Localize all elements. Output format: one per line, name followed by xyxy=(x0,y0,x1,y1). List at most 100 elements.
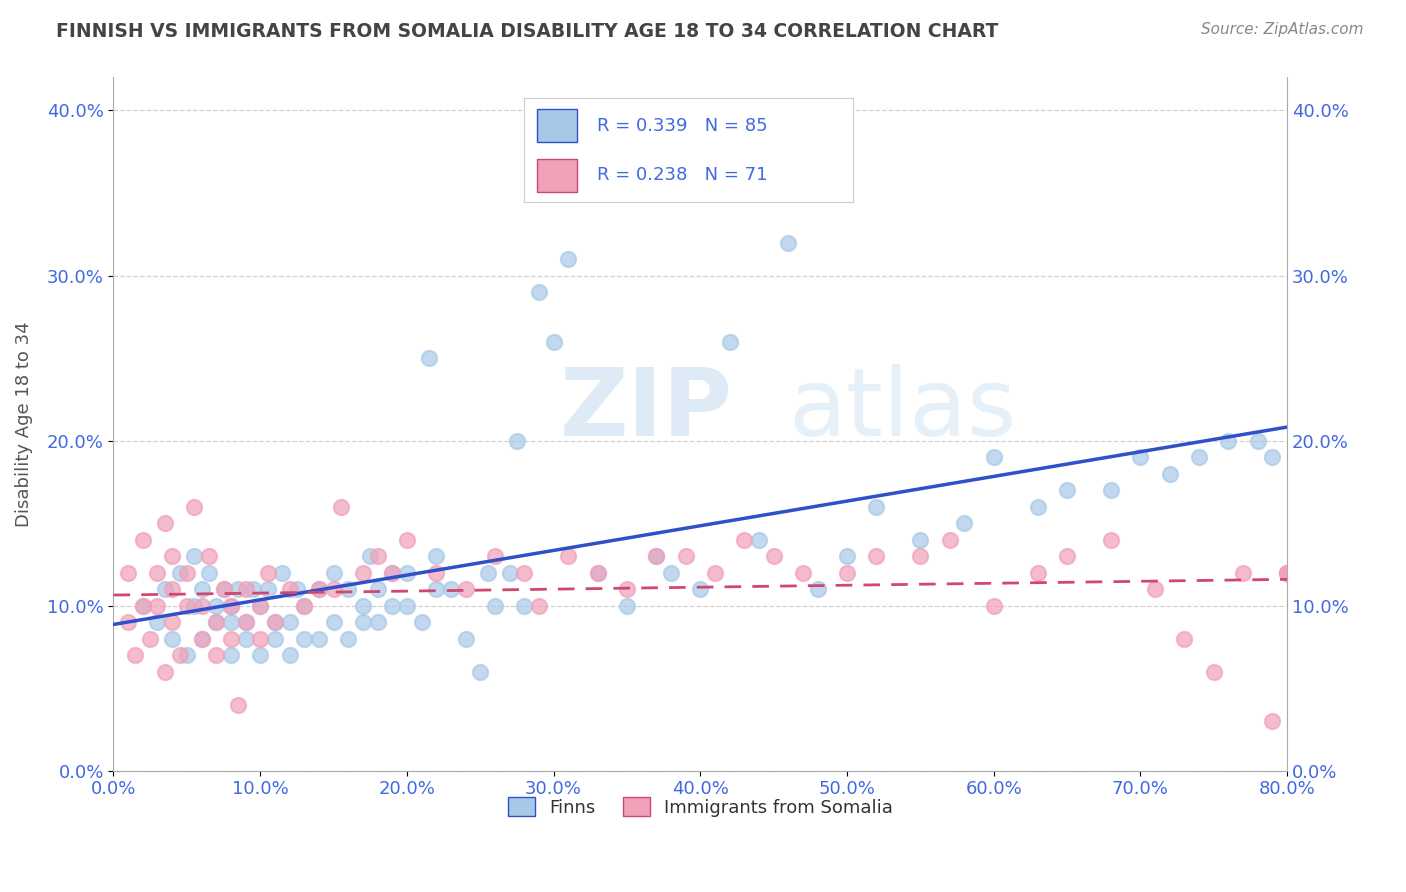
Text: ZIP: ZIP xyxy=(560,364,733,456)
Point xyxy=(183,599,205,613)
Point xyxy=(865,500,887,514)
Point xyxy=(146,566,169,580)
Point xyxy=(352,615,374,629)
Point xyxy=(1129,450,1152,464)
Point xyxy=(219,632,242,646)
Point xyxy=(337,582,360,596)
Point xyxy=(454,632,477,646)
Point xyxy=(235,632,257,646)
Point xyxy=(513,566,536,580)
Point xyxy=(190,582,212,596)
Point xyxy=(865,549,887,563)
Point xyxy=(308,582,330,596)
Point xyxy=(292,632,315,646)
Point xyxy=(778,235,800,250)
Point xyxy=(1275,566,1298,580)
Point xyxy=(263,615,285,629)
Point xyxy=(557,252,579,266)
Point xyxy=(470,665,492,679)
Point xyxy=(146,599,169,613)
Point xyxy=(271,566,294,580)
Point xyxy=(132,533,155,547)
Point xyxy=(557,549,579,563)
Point xyxy=(395,533,418,547)
Point xyxy=(440,582,463,596)
Point xyxy=(395,599,418,613)
Legend: Finns, Immigrants from Somalia: Finns, Immigrants from Somalia xyxy=(501,790,900,824)
Point xyxy=(689,582,711,596)
Point xyxy=(322,615,344,629)
Point xyxy=(718,334,741,349)
Point xyxy=(938,533,960,547)
Point xyxy=(132,599,155,613)
Point xyxy=(586,566,609,580)
Point xyxy=(285,582,308,596)
Point xyxy=(160,615,183,629)
Point xyxy=(329,500,352,514)
Point xyxy=(1026,500,1049,514)
Point xyxy=(292,599,315,613)
Point xyxy=(513,599,536,613)
Point xyxy=(205,599,228,613)
Point xyxy=(835,549,858,563)
Point xyxy=(367,582,389,596)
Point xyxy=(425,582,447,596)
Point xyxy=(645,549,668,563)
Point xyxy=(219,648,242,662)
Point xyxy=(454,582,477,596)
Point xyxy=(278,582,301,596)
Point xyxy=(733,533,755,547)
Point xyxy=(117,566,139,580)
Point xyxy=(153,582,176,596)
Point xyxy=(381,566,404,580)
Point xyxy=(359,549,381,563)
Point xyxy=(153,665,176,679)
Point xyxy=(1173,632,1195,646)
Point xyxy=(1232,566,1254,580)
Point xyxy=(249,648,271,662)
Point xyxy=(235,615,257,629)
Point xyxy=(395,566,418,580)
Point xyxy=(527,599,550,613)
Point xyxy=(352,566,374,580)
Point xyxy=(308,632,330,646)
Point xyxy=(176,648,198,662)
Point xyxy=(242,582,264,596)
Point xyxy=(748,533,770,547)
Point xyxy=(190,599,212,613)
Point xyxy=(263,615,285,629)
Point xyxy=(835,566,858,580)
Point xyxy=(1056,483,1078,497)
Point xyxy=(1261,714,1284,728)
Point xyxy=(176,599,198,613)
Point xyxy=(190,632,212,646)
Point xyxy=(586,566,609,580)
Point xyxy=(645,549,668,563)
Point xyxy=(249,632,271,646)
Point xyxy=(616,599,638,613)
Point xyxy=(367,549,389,563)
Point xyxy=(249,599,271,613)
Point xyxy=(910,533,932,547)
Point xyxy=(205,615,228,629)
Y-axis label: Disability Age 18 to 34: Disability Age 18 to 34 xyxy=(15,321,32,527)
Point xyxy=(263,632,285,646)
Point xyxy=(205,648,228,662)
Point xyxy=(235,582,257,596)
Point xyxy=(484,599,506,613)
Point xyxy=(160,632,183,646)
Point xyxy=(425,549,447,563)
Point xyxy=(219,615,242,629)
Point xyxy=(527,285,550,299)
Point xyxy=(983,599,1005,613)
Point xyxy=(212,582,235,596)
Point xyxy=(543,334,565,349)
Text: atlas: atlas xyxy=(789,364,1017,456)
Point xyxy=(1275,566,1298,580)
Point xyxy=(498,566,520,580)
Point xyxy=(235,615,257,629)
Point xyxy=(367,615,389,629)
Point xyxy=(212,582,235,596)
Point xyxy=(1026,566,1049,580)
Point xyxy=(132,599,155,613)
